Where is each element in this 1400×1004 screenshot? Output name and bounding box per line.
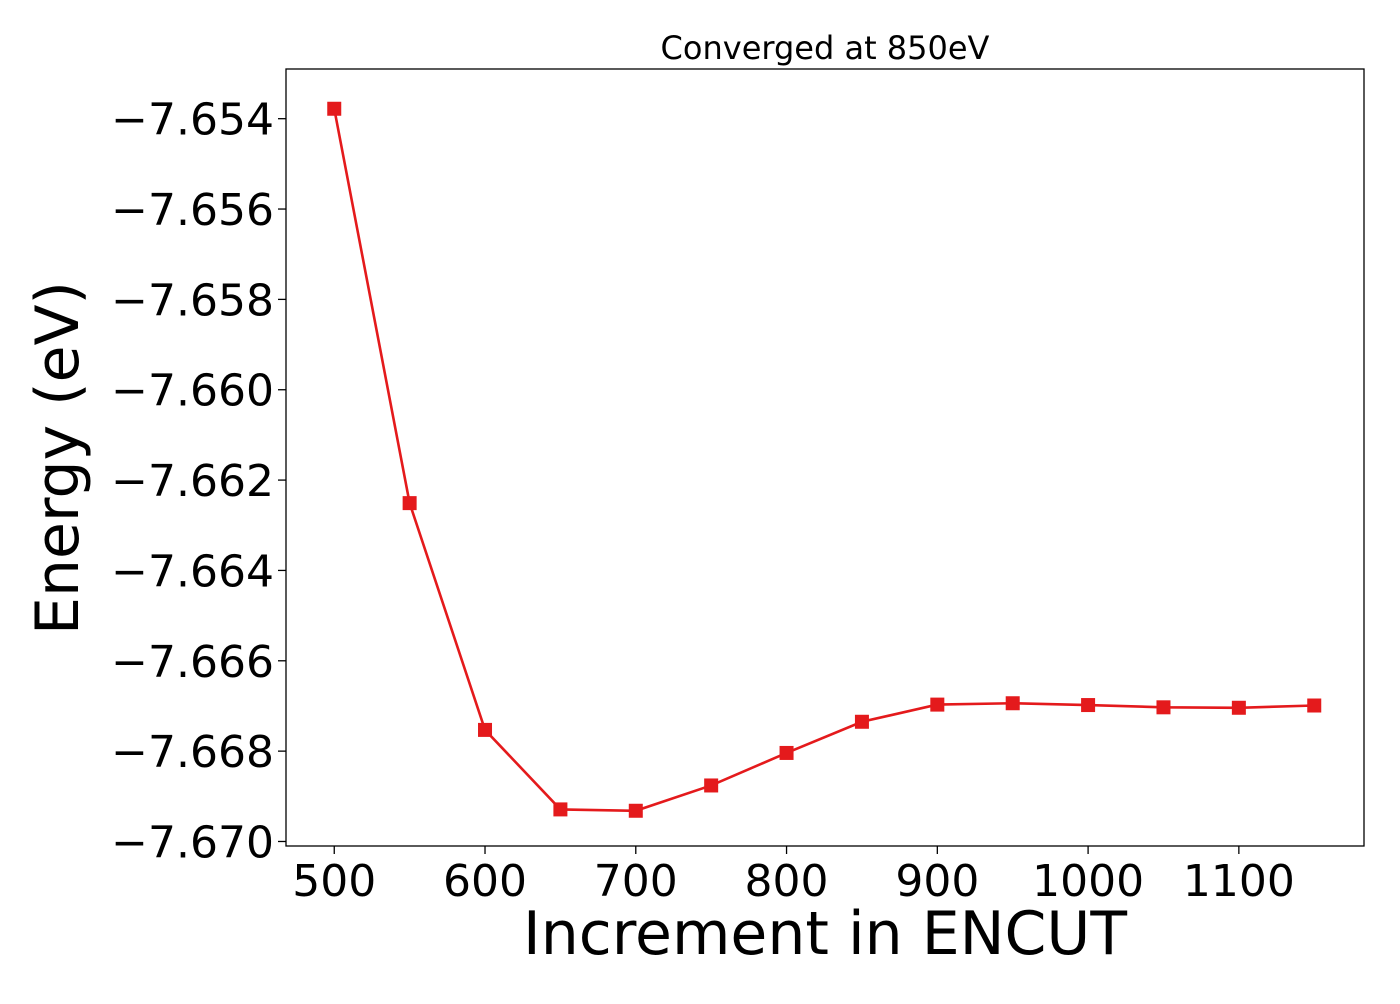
x-axis-label: Increment in ENCUT xyxy=(523,899,1127,969)
y-tick-label: −7.660 xyxy=(111,366,274,417)
y-axis-label: Energy (eV) xyxy=(23,281,93,635)
data-point xyxy=(930,697,945,712)
data-point xyxy=(854,714,869,729)
data-point xyxy=(327,101,342,116)
plot-area-frame xyxy=(285,68,1365,847)
y-tick-label: −7.664 xyxy=(111,546,274,597)
chart-title: Converged at 850eV xyxy=(661,29,990,67)
y-tick-label: −7.656 xyxy=(111,185,274,236)
x-tick-label: 700 xyxy=(594,856,678,907)
data-point xyxy=(553,802,568,817)
x-tick-label: 800 xyxy=(745,856,829,907)
data-point xyxy=(779,745,794,760)
data-point xyxy=(628,803,643,818)
data-point xyxy=(478,722,493,737)
y-tick-label: −7.662 xyxy=(111,456,274,507)
x-tick-label: 900 xyxy=(895,856,979,907)
data-point xyxy=(1231,700,1246,715)
data-point xyxy=(402,496,417,511)
data-point xyxy=(1081,698,1096,713)
data-point xyxy=(704,778,719,793)
x-tick-label: 500 xyxy=(292,856,376,907)
y-tick-label: −7.670 xyxy=(111,817,274,868)
x-tick-label: 1100 xyxy=(1183,856,1295,907)
data-point xyxy=(1307,698,1322,713)
y-tick-label: −7.668 xyxy=(111,727,274,778)
series-line xyxy=(332,108,1315,813)
x-tick-label: 600 xyxy=(443,856,527,907)
x-tick-label: 1000 xyxy=(1032,856,1144,907)
y-tick-label: −7.666 xyxy=(111,637,274,688)
data-point xyxy=(1005,696,1020,711)
y-tick-label: −7.658 xyxy=(111,275,274,326)
y-tick-label: −7.654 xyxy=(111,95,274,146)
data-point xyxy=(1156,700,1171,715)
